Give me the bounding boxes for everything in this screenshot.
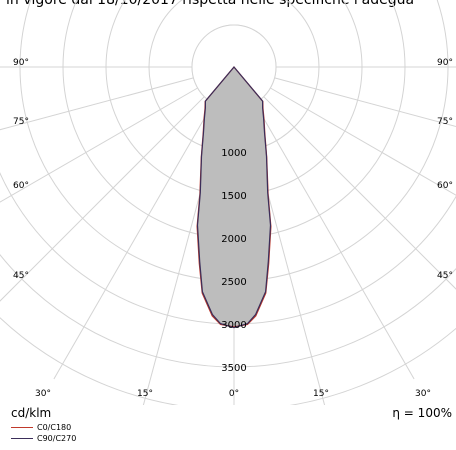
angle-label-bottom-left-15: 15° <box>137 389 153 399</box>
radial-tick-2500: 2500 <box>221 277 246 288</box>
legend-swatch-c0-c180 <box>11 427 33 428</box>
legend-item-c0-c180: C0/C180 <box>11 422 76 433</box>
radial-tick-2000: 2000 <box>221 234 246 245</box>
radial-tick-3500: 3500 <box>221 363 246 374</box>
angle-label-bottom-0: 0° <box>229 389 239 399</box>
curve-c90-c270 <box>196 66 272 329</box>
grid-spoke-30 <box>254 103 415 380</box>
angle-label-right-60: 60° <box>437 181 453 191</box>
legend-label-c90-c270: C90/C270 <box>37 434 77 443</box>
legend-item-c90-c270: C90/C270 <box>11 433 76 444</box>
angle-label-left-75: 75° <box>13 117 29 127</box>
grid-spoke-75 <box>274 77 456 128</box>
radial-tick-1500: 1500 <box>221 191 246 202</box>
radial-tick-1000: 1000 <box>221 148 246 159</box>
grid-spoke--45 <box>0 96 205 302</box>
angle-label-left-45: 45° <box>13 271 29 281</box>
angle-label-left-60: 60° <box>13 181 29 191</box>
polar-intensity-chart: 1000 1500 2000 2500 3000 3500 90° 75° 60° 45° 90° 7… <box>0 0 456 405</box>
radial-tick-3000: 3000 <box>221 320 246 331</box>
legend-swatch-c90-c270 <box>11 438 33 439</box>
angle-label-bottom-right-30: 30° <box>415 389 431 399</box>
header-text: in vigore dal 18/10/2017 rispetta nelle … <box>6 0 415 8</box>
angle-label-bottom-left-30: 30° <box>35 389 51 399</box>
unit-label: cd/klm <box>11 406 52 420</box>
angle-label-right-45: 45° <box>437 271 453 281</box>
grid-spoke--60 <box>0 87 198 203</box>
efficiency-label: η = 100% <box>392 406 452 420</box>
grid-spoke--30 <box>53 103 214 380</box>
legend-label-c0-c180: C0/C180 <box>37 423 72 432</box>
grid-spoke--75 <box>0 77 194 131</box>
angle-label-right-75: 75° <box>437 117 453 127</box>
angle-label-right-90: 90° <box>437 58 453 68</box>
intensity-curves <box>196 66 272 329</box>
grid-spoke-45 <box>263 96 456 290</box>
chart-labels: 1000 1500 2000 2500 3000 3500 90° 75° 60° 45° 90° 7… <box>13 58 453 399</box>
angle-label-left-90: 90° <box>13 58 29 68</box>
angle-label-bottom-right-15: 15° <box>313 389 329 399</box>
legend: C0/C180 C90/C270 <box>11 422 76 444</box>
intensity-fill <box>197 67 271 327</box>
grid-spoke-60 <box>270 87 456 196</box>
